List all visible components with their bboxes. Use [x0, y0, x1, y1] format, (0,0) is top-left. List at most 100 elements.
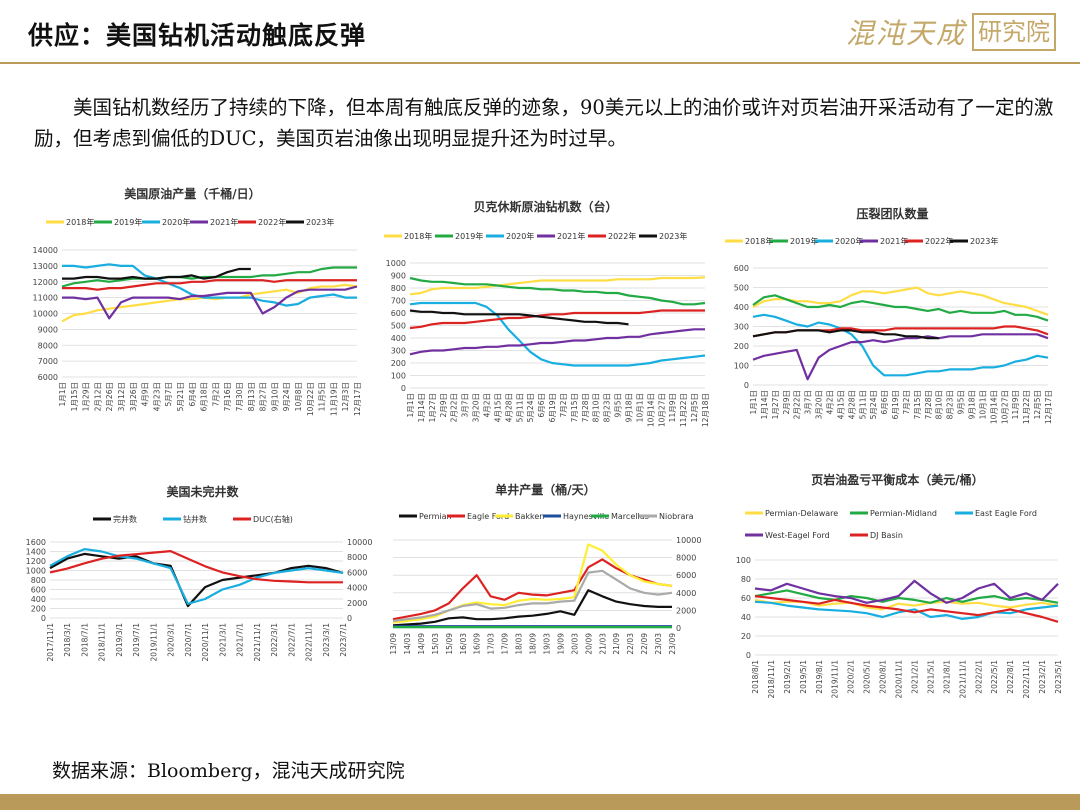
legend-item: DJ Basin — [850, 531, 903, 540]
y-tick-label: 1400 — [26, 548, 46, 557]
x-tick-label: 2022/5/1 — [990, 660, 999, 694]
x-tick-label: 10月1日 — [635, 393, 644, 422]
y-tick-label: 7000 — [38, 357, 58, 366]
x-tick-label: 2019/7/1 — [132, 623, 141, 657]
x-tick-label: 1月1日 — [58, 382, 67, 407]
legend-label: 钻井数 — [183, 514, 207, 524]
series-line — [752, 294, 1049, 322]
series-line — [62, 285, 358, 320]
x-tick-label: 10月22日 — [306, 382, 315, 416]
chart-svg: 压裂团队数量 2018年 2019年 2020年 2021年 2022年 2023年 0 100… — [725, 206, 1053, 424]
y-tick-label: 12000 — [33, 278, 58, 287]
x-tick-label: 1月27日 — [771, 390, 780, 419]
x-tick-label: 2021/2/1 — [910, 660, 919, 694]
x-tick-label: 8月10日 — [592, 393, 601, 422]
y2-tick-label: 0 — [347, 614, 352, 623]
x-tick-label: 2021/7/1 — [236, 623, 245, 657]
x-tick-label: 2019/8/1 — [815, 660, 824, 694]
y-tick-label: 600 — [734, 264, 749, 273]
chart-gridlines — [410, 262, 705, 389]
x-tick-label: 20/03 — [570, 633, 579, 655]
legend-item: 2023年 — [286, 217, 334, 227]
x-tick-label: 4月15日 — [493, 393, 502, 422]
legend-label: Eagle Ford — [467, 512, 509, 521]
x-tick-label: 4月2日 — [482, 393, 491, 418]
x-tick-label: 23/09 — [668, 633, 677, 655]
series-line — [62, 263, 357, 307]
legend-label: Permian-Delaware — [765, 509, 838, 518]
x-tick-label: 9月18日 — [968, 390, 977, 419]
chart-legend: 2018年 2019年 2020年 2021年 2022年 2023年 — [725, 236, 998, 246]
legend-item: DUC(右轴) — [233, 514, 293, 524]
series-line — [49, 548, 344, 605]
chart-svg: 美国原油产量（千桶/日） 2018年 2019年 2020年 2021年 2022年 202… — [33, 186, 362, 416]
chart-title: 美国原油产量（千桶/日） — [124, 186, 260, 201]
x-tick-label: 16/03 — [459, 633, 468, 655]
series-line — [752, 286, 1049, 316]
x-tick-label: 3月26日 — [129, 382, 138, 411]
legend-item: West-Eagel Ford — [745, 531, 830, 540]
y-tick-label: 10000 — [676, 536, 701, 545]
legend-item: 2023年 — [950, 236, 998, 246]
x-tick-label: 2月12日 — [93, 382, 102, 411]
series-line — [392, 543, 673, 624]
legend-item: 2020年 — [486, 231, 534, 241]
y-tick-label: 500 — [391, 322, 406, 331]
legend-label: 2020年 — [506, 231, 534, 241]
x-tick-label: 12月17日 — [1044, 390, 1053, 424]
x-tick-label: 2019/11/1 — [831, 660, 840, 699]
y2-tick-label: 6000 — [347, 568, 367, 577]
y-tick-label: 100 — [391, 372, 406, 381]
x-tick-label: 22/03 — [626, 633, 635, 655]
x-tick-label: 2017/11/1 — [46, 623, 55, 662]
y-tick-label: 0 — [746, 651, 751, 660]
y-tick-label: 400 — [391, 334, 406, 343]
legend-item: 2022年 — [905, 236, 953, 246]
x-tick-label: 5月7日 — [164, 382, 173, 407]
legend-label: West-Eagel Ford — [765, 531, 830, 540]
x-tick-label: 11月22日 — [679, 393, 688, 427]
x-tick-label: 12月18日 — [701, 393, 710, 427]
y-tick-label: 100 — [736, 556, 751, 565]
legend-label: 2019年 — [114, 217, 142, 227]
x-tick-label: 15/03 — [431, 633, 440, 655]
y-tick-label: 20 — [741, 632, 751, 641]
x-tick-label: 10月27日 — [1000, 390, 1009, 424]
logo-text: 混沌天成 — [845, 17, 966, 50]
x-tick-label: 1月15日 — [70, 382, 79, 411]
x-tick-label: 3月20日 — [472, 393, 481, 422]
legend-label: Bakken — [515, 512, 544, 521]
x-tick-label: 2019/2/1 — [783, 660, 792, 694]
x-tick-label: 2月9日 — [782, 390, 791, 415]
legend-item: 2018年 — [46, 217, 94, 227]
x-tick-label: 7月30日 — [235, 382, 244, 411]
series-line — [62, 279, 357, 291]
x-tick-label: 17/03 — [487, 633, 496, 655]
series-line — [392, 589, 672, 627]
x-tick-label: 17/09 — [501, 633, 510, 655]
x-tick-label: 2019/5/1 — [799, 660, 808, 694]
legend-item: 2019年 — [435, 231, 483, 241]
chart-legend: 完井数 钻井数 DUC(右轴) — [93, 514, 293, 524]
y2-tick-label: 8000 — [347, 553, 367, 562]
x-tick-label: 11月9日 — [668, 393, 677, 422]
x-tick-label: 2022/3/1 — [270, 623, 279, 657]
legend-label: DUC(右轴) — [253, 514, 293, 524]
y-tick-label: 0 — [744, 381, 749, 390]
x-tick-label: 4月15日 — [836, 390, 845, 419]
x-tick-label: 6月6日 — [880, 390, 889, 415]
body-paragraph: 美国钻机数经历了持续的下降，但本周有触底反弹的迹象，90美元以上的油价或许对页岩… — [34, 96, 1054, 150]
x-tick-label: 12月3日 — [341, 382, 350, 411]
y-tick-label: 100 — [734, 362, 749, 371]
x-tick-label: 11月9日 — [1011, 390, 1020, 419]
legend-label: 2023年 — [306, 217, 334, 227]
x-tick-label: 2021/11/1 — [958, 660, 967, 699]
y-tick-label: 8000 — [38, 341, 58, 350]
legend-item: 2019年 — [770, 236, 818, 246]
y-tick-label: 2000 — [676, 606, 696, 615]
legend-item: 2021年 — [860, 236, 908, 246]
y-tick-label: 1600 — [26, 538, 46, 547]
x-axis-labels: 1月1日 1月14日 1月27日 2月9日 2月22日 3月7日 3月20日 4月2日 4月15… — [406, 393, 710, 427]
y-tick-label: 800 — [391, 284, 406, 293]
slide-title: 供应：美国钻机活动触底反弹 — [28, 21, 367, 50]
